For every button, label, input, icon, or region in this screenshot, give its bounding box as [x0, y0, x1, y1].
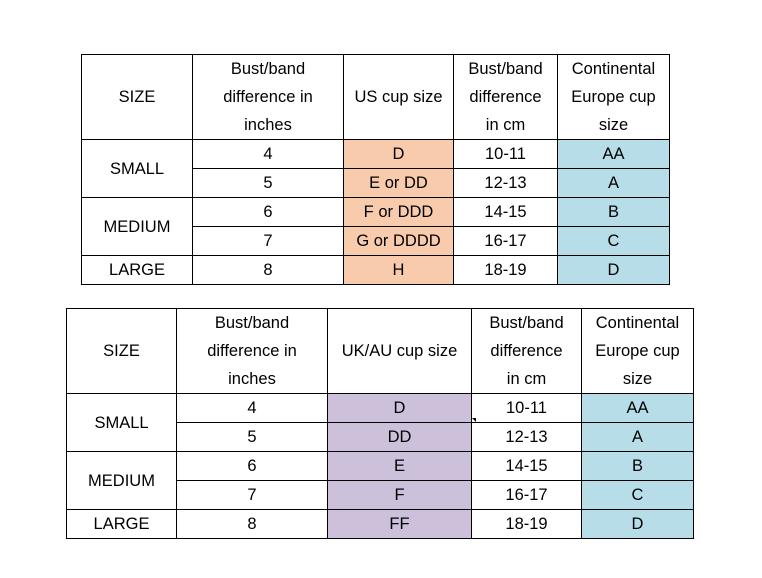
- eu-cell: D: [581, 509, 694, 539]
- cm-cell: 18-19: [453, 255, 558, 285]
- group-label: MEDIUM: [66, 451, 177, 510]
- cup-cell: F or DDD: [343, 197, 454, 227]
- cm-cell: 16-17: [471, 480, 582, 510]
- eu-cell: C: [557, 226, 670, 256]
- cup-cell: H: [343, 255, 454, 285]
- cup-cell: F: [327, 480, 472, 510]
- table-row: MEDIUM 6 F or DDD 14-15 B: [81, 197, 670, 256]
- eu-cell: A: [557, 168, 670, 198]
- cm-cell: 12-13: [453, 168, 558, 198]
- eu-cell: C: [581, 480, 694, 510]
- cm-cell: 10-11: [453, 139, 558, 169]
- group-label: LARGE: [66, 509, 177, 539]
- eu-cell: AA: [557, 139, 670, 169]
- inches-cell: 7: [176, 480, 328, 510]
- inches-cell: 8: [176, 509, 328, 539]
- cm-cell: 12-13: [471, 422, 582, 452]
- cup-cell: E: [327, 451, 472, 481]
- uk-size-table: SIZE Bust/band difference in inches UK/A…: [66, 308, 694, 539]
- cell-comment-marker: [472, 418, 476, 422]
- table-row: 7 F 16-17 C: [67, 480, 694, 510]
- cm-cell: 18-19: [471, 509, 582, 539]
- inches-cell: 8: [192, 255, 344, 285]
- header-inches: Bust/band difference in inches: [192, 54, 344, 140]
- header-size: SIZE: [81, 54, 193, 140]
- header-cup: UK/AU cup size: [327, 308, 472, 394]
- inches-cell: 4: [176, 393, 328, 423]
- table-row: 5 DD 12-13 A: [67, 422, 694, 452]
- cup-cell: DD: [327, 422, 472, 452]
- inches-cell: 6: [176, 451, 328, 481]
- eu-cell: B: [581, 451, 694, 481]
- header-eu: Continental Europe cup size: [557, 54, 670, 140]
- cm-cell: 14-15: [471, 451, 582, 481]
- eu-cell: A: [581, 422, 694, 452]
- cm-cell: 16-17: [453, 226, 558, 256]
- inches-cell: 6: [192, 197, 344, 227]
- header-eu: Continental Europe cup size: [581, 308, 694, 394]
- header-cup: US cup size: [343, 54, 454, 140]
- cup-cell: E or DD: [343, 168, 454, 198]
- inches-cell: 5: [192, 168, 344, 198]
- cup-cell: G or DDDD: [343, 226, 454, 256]
- table-row: SMALL 4 D 10-11 AA: [66, 393, 694, 452]
- eu-cell: D: [557, 255, 670, 285]
- inches-cell: 5: [176, 422, 328, 452]
- table-row: 7 G or DDDD 16-17 C: [82, 226, 670, 256]
- inches-cell: 4: [192, 139, 344, 169]
- header-size: SIZE: [66, 308, 177, 394]
- table-row: LARGE 8 FF 18-19 D: [66, 509, 694, 539]
- cup-cell: D: [343, 139, 454, 169]
- group-label: SMALL: [66, 393, 177, 452]
- group-label: MEDIUM: [81, 197, 193, 256]
- group-label: SMALL: [81, 139, 193, 198]
- table-row: 5 E or DD 12-13 A: [82, 168, 670, 198]
- cm-cell: 14-15: [453, 197, 558, 227]
- table-row: LARGE 8 H 18-19 D: [81, 255, 670, 285]
- eu-cell: AA: [581, 393, 694, 423]
- table-row: SMALL 4 D 10-11 AA: [81, 139, 670, 198]
- eu-cell: B: [557, 197, 670, 227]
- header-inches: Bust/band difference in inches: [176, 308, 328, 394]
- us-size-table: SIZE Bust/band difference in inches US c…: [81, 54, 670, 285]
- header-row: SIZE Bust/band difference in inches UK/A…: [66, 308, 694, 394]
- cm-cell: 10-11: [471, 393, 582, 423]
- header-row: SIZE Bust/band difference in inches US c…: [81, 54, 670, 140]
- header-cm: Bust/band difference in cm: [471, 308, 582, 394]
- table-row: MEDIUM 6 E 14-15 B: [66, 451, 694, 510]
- cup-cell: D: [327, 393, 472, 423]
- group-label: LARGE: [81, 255, 193, 285]
- inches-cell: 7: [192, 226, 344, 256]
- cup-cell: FF: [327, 509, 472, 539]
- header-cm: Bust/band difference in cm: [453, 54, 558, 140]
